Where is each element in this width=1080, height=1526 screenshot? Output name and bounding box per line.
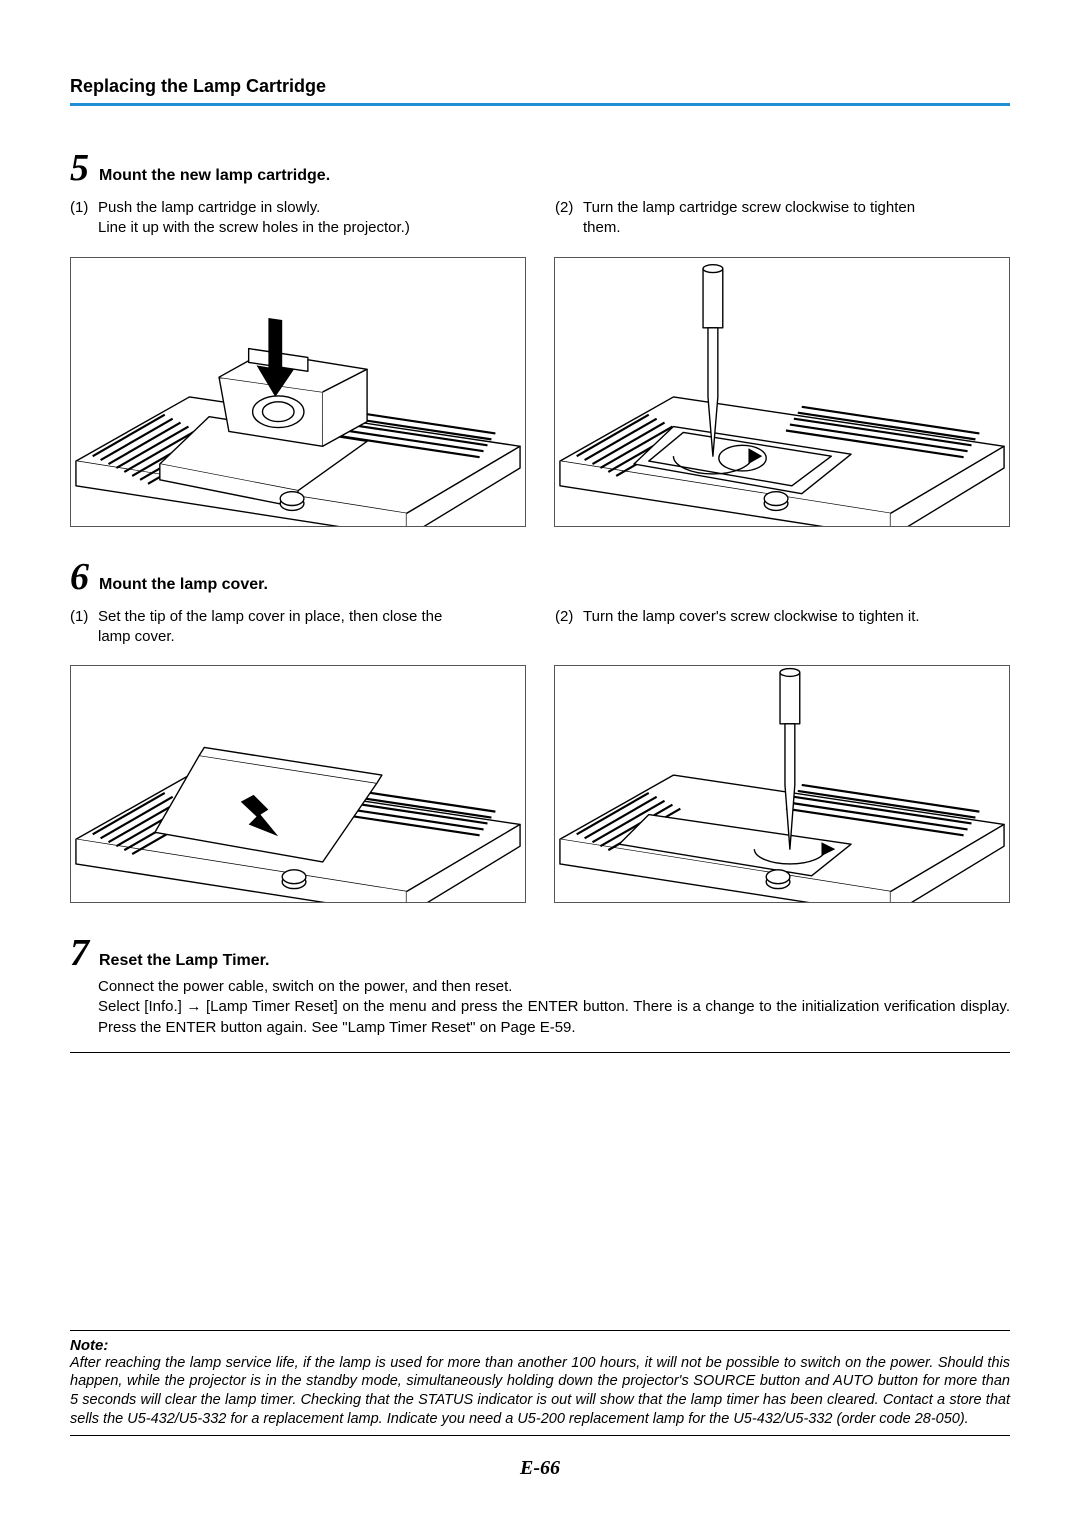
step-6-figures xyxy=(70,665,1010,903)
substep-number: (2) xyxy=(555,607,583,627)
step-5-substep-2: (2) Turn the lamp cartridge screw clockw… xyxy=(555,198,1010,239)
step-6-title: Mount the lamp cover. xyxy=(99,576,268,594)
substep-number: (2) xyxy=(555,198,583,218)
step-7-number: 7 xyxy=(70,931,89,975)
step-6-header: 6 Mount the lamp cover. xyxy=(70,555,1010,599)
substep-text: Set the tip of the lamp cover in place, … xyxy=(98,607,525,627)
step-5-substep-1: (1) Push the lamp cartridge in slowly. L… xyxy=(70,198,525,239)
note-rule-bottom xyxy=(70,1435,1010,1436)
step-6-substep-1: (1) Set the tip of the lamp cover in pla… xyxy=(70,607,525,648)
step-5-header: 5 Mount the new lamp cartridge. xyxy=(70,146,1010,190)
section-title: Replacing the Lamp Cartridge xyxy=(70,76,1010,97)
step-7: 7 Reset the Lamp Timer. Connect the powe… xyxy=(70,931,1010,1053)
step-5: 5 Mount the new lamp cartridge. (1) Push… xyxy=(70,146,1010,527)
step-5-substeps: (1) Push the lamp cartridge in slowly. L… xyxy=(70,198,1010,239)
figure-close-cover xyxy=(70,665,526,903)
step-5-title: Mount the new lamp cartridge. xyxy=(99,167,330,185)
step-5-number: 5 xyxy=(70,146,89,190)
note-block: Note: After reaching the lamp service li… xyxy=(70,1330,1010,1436)
note-text: After reaching the lamp service life, if… xyxy=(70,1354,1010,1429)
substep-text: Push the lamp cartridge in slowly. xyxy=(98,198,525,218)
figure-insert-cartridge xyxy=(70,257,526,527)
blue-divider xyxy=(70,103,1010,106)
step-7-line1: Connect the power cable, switch on the p… xyxy=(98,977,1010,997)
step-7-line2: Select [Info.] → [Lamp Timer Reset] on t… xyxy=(98,997,1010,1038)
substep-text-cont: lamp cover. xyxy=(70,627,525,647)
step-6: 6 Mount the lamp cover. (1) Set the tip … xyxy=(70,555,1010,904)
step-6-number: 6 xyxy=(70,555,89,599)
substep-text-cont: Line it up with the screw holes in the p… xyxy=(70,218,525,238)
substep-text: Turn the lamp cover's screw clockwise to… xyxy=(583,607,1010,627)
note-rule-top xyxy=(70,1330,1010,1331)
substep-text-cont: them. xyxy=(555,218,1010,238)
step-7-header: 7 Reset the Lamp Timer. xyxy=(70,931,1010,975)
step-6-substep-2: (2) Turn the lamp cover's screw clockwis… xyxy=(555,607,1010,648)
substep-number: (1) xyxy=(70,607,98,627)
figure-tighten-cartridge-screw xyxy=(554,257,1010,527)
step-6-substeps: (1) Set the tip of the lamp cover in pla… xyxy=(70,607,1010,648)
note-title: Note: xyxy=(70,1337,1010,1354)
page: Replacing the Lamp Cartridge 5 Mount the… xyxy=(0,0,1080,1526)
thin-divider xyxy=(70,1052,1010,1053)
step-7-title: Reset the Lamp Timer. xyxy=(99,952,269,970)
step-7-body: Connect the power cable, switch on the p… xyxy=(70,977,1010,1038)
figure-tighten-cover-screw xyxy=(554,665,1010,903)
step-5-figures xyxy=(70,257,1010,527)
page-number: E-66 xyxy=(0,1457,1080,1480)
substep-text: Turn the lamp cartridge screw clockwise … xyxy=(583,198,1010,218)
substep-number: (1) xyxy=(70,198,98,218)
